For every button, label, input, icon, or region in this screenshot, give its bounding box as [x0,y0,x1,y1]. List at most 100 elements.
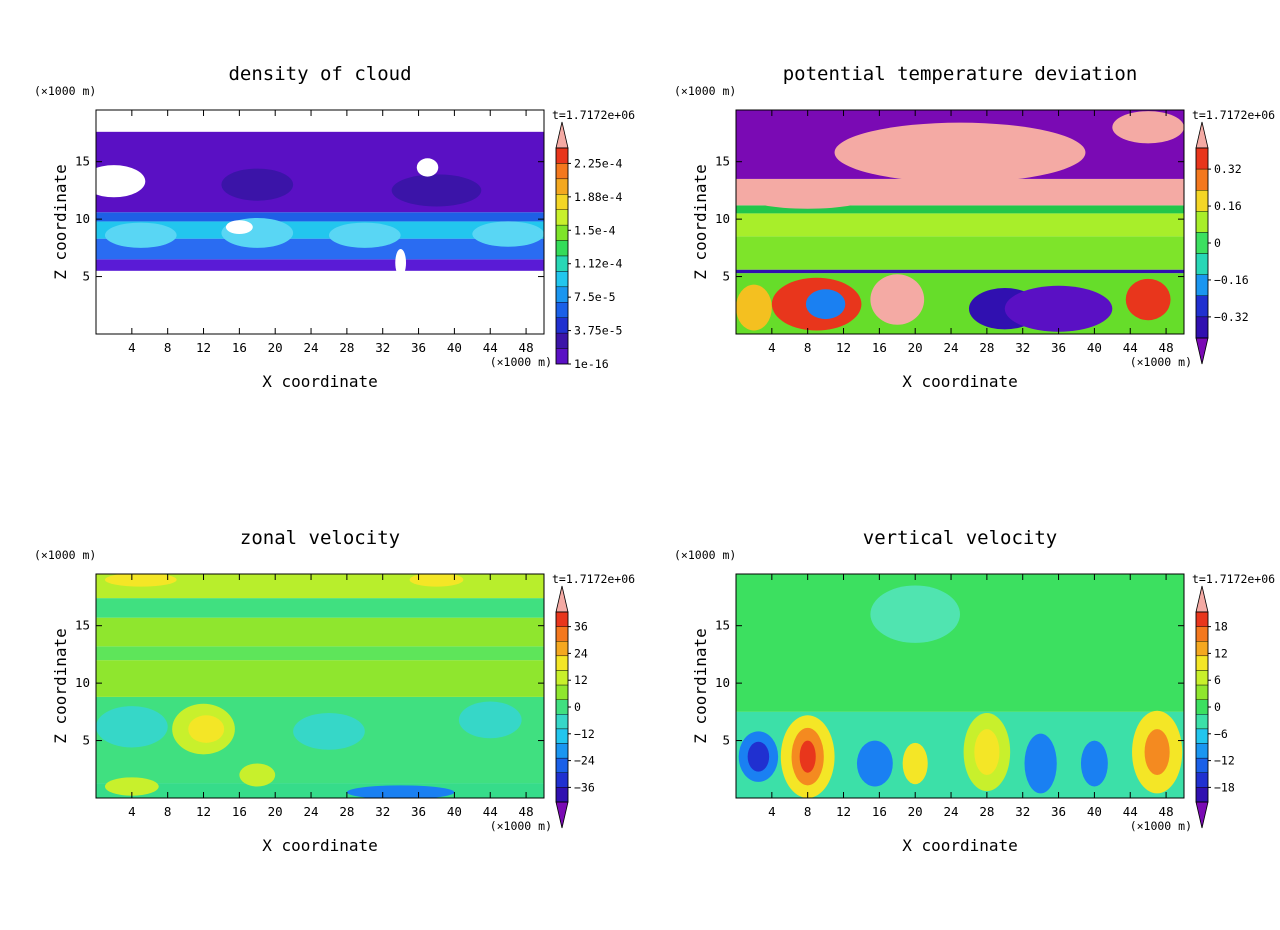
y-axis-label: Z coordinate [51,164,70,280]
contour-cell-4 [472,221,544,247]
contour-field [736,110,1184,334]
y-axis-label: Z coordinate [51,628,70,744]
contour-cell-10 [1024,733,1057,794]
contour-cell-9 [736,284,772,331]
colorbar-label: 24 [574,646,588,660]
contour-cell-2 [188,715,225,743]
x-tick-label: 4 [128,804,136,819]
x-tick-label: 36 [411,804,426,819]
contour-band-5 [96,617,544,647]
y-tick-label: 5 [722,269,730,284]
contour-cell-10 [395,248,407,277]
colorbar-segment [1195,626,1209,642]
colorbar-segment [555,286,569,303]
colorbar-segment [1195,147,1209,170]
colorbar: 0.32 0.16 0 −0.16 −0.32 [1195,121,1249,365]
contour-cell-8 [104,777,159,796]
colorbar-arrow-bottom [1195,337,1209,365]
y-tick-label: 5 [722,733,730,748]
colorbar-segment [1195,699,1209,715]
colorbar-label: 1e-16 [574,357,609,371]
x-tick-label: 24 [304,804,319,819]
colorbar-label: 0.16 [1214,199,1242,213]
y-tick-label: 15 [715,618,730,633]
contour-band-1 [96,259,544,271]
contour-cell-3 [744,183,871,209]
colorbar-label: 1.88e-4 [574,190,623,204]
contour-cell-8 [1004,285,1113,332]
x-tick-label: 40 [447,340,462,355]
colorbar-segment [1195,714,1209,730]
y-tick-label: 15 [75,618,90,633]
colorbar-segment [1195,611,1209,627]
colorbar-segment [555,147,569,164]
colorbar-segment [1195,670,1209,686]
colorbar-segment [555,772,569,788]
y-axis-unit: (×1000 m) [674,548,736,562]
x-axis-label: X coordinate [262,372,378,391]
contour-cell-7 [346,785,455,798]
colorbar-segment [1195,743,1209,759]
contour-cell-5 [225,220,253,235]
contour-cell-14 [870,585,960,643]
colorbar-segment [555,655,569,671]
x-tick-label: 48 [519,804,534,819]
x-tick-label: 12 [196,340,211,355]
plot-frame [735,573,1185,799]
colorbar-segment [555,743,569,759]
colorbar-label: 36 [574,620,588,634]
colorbar-segment [555,699,569,715]
colorbar-arrow-top [555,585,569,613]
colorbar-label: 18 [1214,620,1228,634]
x-tick-label: 24 [944,804,959,819]
y-axis-label: Z coordinate [691,164,710,280]
colorbar-label: 7.5e-5 [574,290,616,304]
y-tick-label: 10 [715,675,730,690]
contour-band-2 [736,574,1184,712]
contour-band-4 [736,213,1184,237]
colorbar-label: −12 [574,727,595,741]
contour-cell-1 [834,122,1086,183]
x-tick-label: 8 [804,340,812,355]
colorbar-segment [555,611,569,627]
colorbar-segment [555,240,569,257]
chart-title: density of cloud [228,63,411,85]
colorbar-label: 6 [1214,673,1221,687]
x-tick-label: 32 [375,804,390,819]
colorbar-label: 0 [574,700,581,714]
colorbar-label: −0.32 [1214,310,1249,324]
y-tick-label: 10 [75,675,90,690]
colorbar-segment [1195,295,1209,318]
time-label: t=1.7172e+06 [552,108,635,122]
colorbar-label: 0.32 [1214,162,1242,176]
colorbar-segment [555,255,569,272]
contour-cell-12 [1144,729,1170,776]
contour-field [736,574,1184,798]
colorbar-label: 0 [1214,700,1221,714]
colorbar-arrow-bottom [555,801,569,829]
contour-cell-6 [221,168,294,201]
colorbar-segment [555,317,569,334]
contour-cell-7 [902,742,928,785]
time-label: t=1.7172e+06 [1192,108,1275,122]
contour-cell-2 [1112,111,1184,144]
y-tick-label: 10 [75,211,90,226]
colorbar-segment [1195,757,1209,773]
colorbar-segment [555,224,569,241]
contour-cell-1 [104,222,177,248]
x-tick-label: 48 [1159,340,1174,355]
x-axis-unit: (×1000 m) [1130,355,1192,369]
colorbar-label: 2.25e-4 [574,156,623,170]
colorbar-segment [555,348,569,365]
x-tick-label: 32 [1015,804,1030,819]
contour-band-1 [96,783,544,798]
contour-cell-6 [870,274,925,325]
colorbar: 2.25e-4 1.88e-4 1.5e-4 1.12e-4 7.5e-5 3.75e-5… [555,121,623,371]
x-tick-label: 20 [268,804,283,819]
x-tick-label: 44 [483,804,498,819]
chart-title: zonal velocity [240,527,400,549]
colorbar-segment [1195,211,1209,233]
